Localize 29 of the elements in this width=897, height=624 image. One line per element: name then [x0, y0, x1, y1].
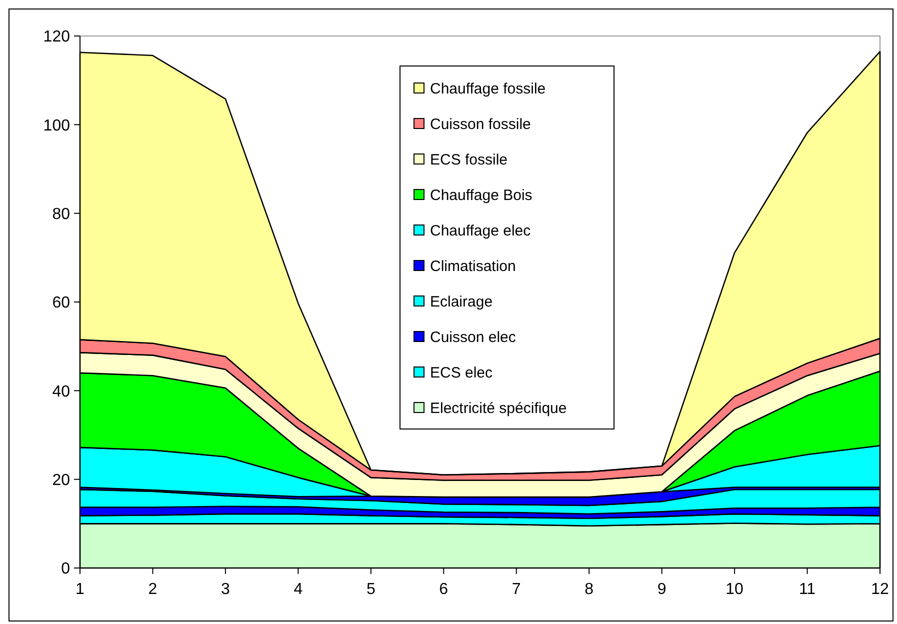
legend-label: ECS elec [430, 364, 494, 382]
x-tick-label: 6 [439, 581, 448, 598]
y-tick-label: 60 [52, 294, 70, 312]
x-tick-label: 4 [294, 581, 303, 598]
x-tick-label: 1 [76, 581, 85, 598]
y-tick-label: 40 [52, 383, 70, 400]
y-tick-label: 100 [43, 117, 70, 134]
x-tick-label: 11 [798, 581, 816, 598]
y-tick-label: 80 [52, 206, 70, 223]
legend-label: Climatisation [430, 258, 516, 275]
legend-label: ECS fossile [430, 151, 508, 168]
x-tick-label: 7 [512, 581, 521, 598]
y-tick-label: 20 [52, 472, 70, 489]
x-tick-label: 2 [148, 581, 158, 598]
x-tick-label: 9 [657, 581, 666, 598]
x-tick-label: 5 [366, 581, 376, 598]
x-tick-label: 10 [726, 581, 744, 598]
legend-label: Chauffage Bois [430, 186, 532, 204]
x-tick-label: 12 [871, 581, 889, 598]
legend-label: Cuisson elec [430, 328, 516, 346]
legend-label: Electricité spécifique [430, 400, 567, 417]
legend-label: Eclairage [430, 293, 493, 310]
x-tick-label: 8 [584, 581, 594, 598]
legend-label: Cuisson fossile [430, 116, 531, 133]
legend-label: Chauffage elec [430, 222, 532, 240]
y-tick-label: 120 [43, 28, 70, 46]
x-tick-label: 3 [221, 581, 230, 598]
legend-label: Chauffage fossile [430, 80, 546, 98]
y-tick-label: 0 [61, 560, 70, 578]
